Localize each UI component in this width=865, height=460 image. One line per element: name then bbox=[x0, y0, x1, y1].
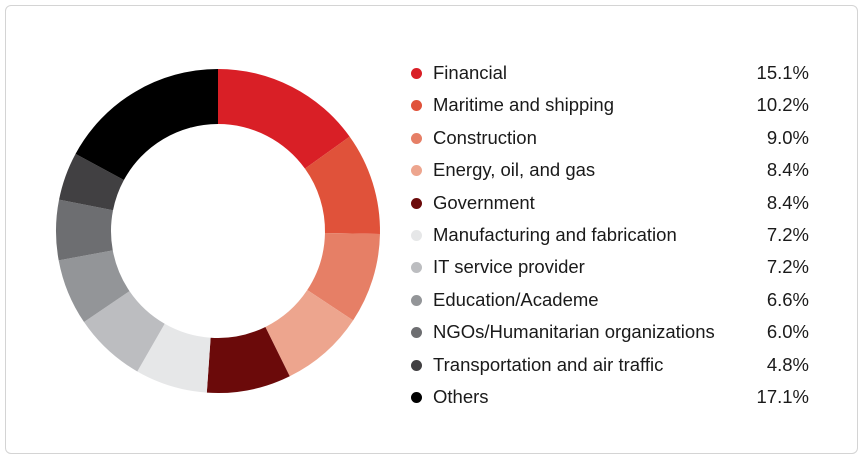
legend-value: 8.4% bbox=[766, 191, 809, 213]
legend-swatch bbox=[411, 391, 422, 403]
legend-item-education: Education/Academe 6.6% bbox=[411, 285, 811, 317]
legend-value: 15.1% bbox=[756, 62, 809, 83]
legend-item-maritime: Maritime and shipping 10.2% bbox=[411, 90, 811, 122]
legend-item-others: Others 17.1% bbox=[411, 382, 811, 414]
legend-item-manufacturing: Manufacturing and fabrication 7.2% bbox=[411, 220, 811, 252]
donut-slice-it-service-provider bbox=[84, 291, 165, 372]
donut-slice-ngos-humanitarian-organizations bbox=[55, 199, 114, 261]
donut-slice-others bbox=[75, 69, 219, 181]
legend-swatch bbox=[411, 197, 422, 209]
legend-value: 10.2% bbox=[756, 94, 809, 116]
legend-item-ngos: NGOs/Humanitarian organizations 6.0% bbox=[411, 317, 811, 349]
legend-label: Manufacturing and fabrication bbox=[433, 223, 677, 245]
legend-value: 17.1% bbox=[756, 385, 809, 407]
legend-value: 6.6% bbox=[766, 288, 809, 310]
legend-swatch bbox=[411, 359, 422, 371]
donut-slice-transportation-and-air-traffic bbox=[59, 153, 124, 211]
legend-item-transportation: Transportation and air traffic 4.8% bbox=[411, 350, 811, 382]
legend-value: 8.4% bbox=[766, 159, 809, 181]
donut-slice-manufacturing-and-fabrication bbox=[137, 323, 211, 393]
legend-label: Construction bbox=[433, 126, 537, 148]
legend-swatch bbox=[411, 229, 422, 241]
legend-swatch bbox=[411, 68, 422, 79]
legend-label: Others bbox=[433, 385, 489, 407]
donut-slice-maritime-and-shipping bbox=[304, 136, 380, 235]
legend-swatch bbox=[411, 165, 422, 177]
legend-label: Transportation and air traffic bbox=[433, 353, 664, 375]
legend-value: 6.0% bbox=[766, 321, 809, 343]
legend-label: Energy, oil, and gas bbox=[433, 159, 596, 181]
legend-value: 7.2% bbox=[766, 223, 809, 245]
legend-item-financial: Financial 15.1% bbox=[411, 58, 811, 90]
legend-item-energy: Energy, oil, and gas 8.4% bbox=[411, 155, 811, 187]
donut-slice-education-academe bbox=[58, 250, 130, 323]
legend-swatch bbox=[411, 294, 422, 306]
legend-item-construction: Construction 9.0% bbox=[411, 123, 811, 155]
donut-slice-government bbox=[206, 326, 290, 393]
legend-label: IT service provider bbox=[433, 256, 585, 278]
donut-slice-financial bbox=[218, 69, 350, 169]
donut-slice-energy-oil-and-gas bbox=[265, 290, 354, 377]
legend-label: Financial bbox=[433, 62, 508, 83]
legend-swatch bbox=[411, 327, 422, 339]
legend-label: NGOs/Humanitarian organizations bbox=[433, 321, 715, 343]
legend-label: Government bbox=[433, 191, 535, 213]
legend-swatch bbox=[411, 100, 422, 112]
legend-label: Maritime and shipping bbox=[433, 94, 614, 116]
legend: Financial 15.1% Maritime and shipping 10… bbox=[411, 58, 811, 414]
legend-item-it-service: IT service provider 7.2% bbox=[411, 252, 811, 284]
legend-label: Education/Academe bbox=[433, 288, 599, 310]
donut-slice-construction bbox=[307, 233, 380, 321]
legend-value: 7.2% bbox=[766, 256, 809, 278]
chart-card bbox=[5, 5, 858, 454]
legend-value: 4.8% bbox=[766, 353, 809, 375]
legend-item-government: Government 8.4% bbox=[411, 188, 811, 220]
legend-swatch bbox=[411, 262, 422, 274]
legend-swatch bbox=[411, 132, 422, 144]
legend-value: 9.0% bbox=[766, 126, 809, 148]
